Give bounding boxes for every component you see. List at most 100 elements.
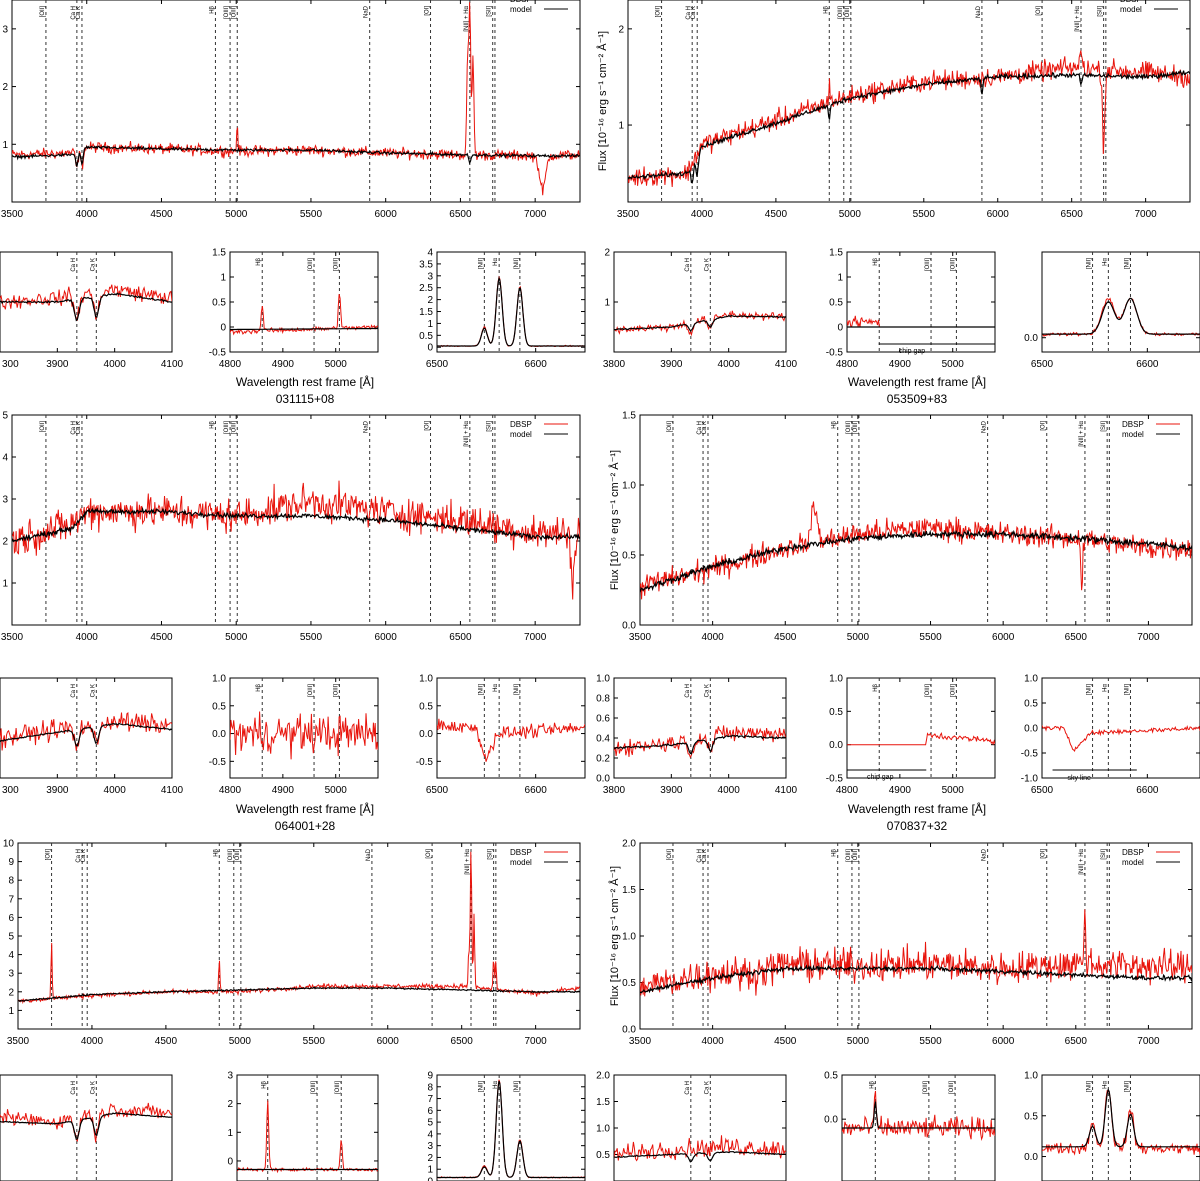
x-tick-label: 4000 xyxy=(718,359,741,370)
line-marker-label: [NII] + Hα xyxy=(1079,420,1085,446)
line-marker-label: [NII] + Hα xyxy=(464,420,470,446)
x-tick-label: 6000 xyxy=(992,1036,1015,1047)
y-tick-label: 1 xyxy=(427,319,433,330)
series-line-dbsp xyxy=(437,718,585,762)
line-marker-label: [OIII] xyxy=(846,421,852,434)
legend-label: DBSP xyxy=(1122,420,1144,429)
line-marker-label: Hβ xyxy=(213,848,219,856)
x-tick-label: 6500 xyxy=(1065,632,1088,643)
x-tick-label: 300 xyxy=(2,785,19,796)
line-marker-label: [NII] + Hα xyxy=(464,5,470,31)
line-marker-label: Hβ xyxy=(256,257,262,265)
y-tick-label: 3 xyxy=(227,1071,233,1082)
x-axis-label: Wavelength rest frame [Å] xyxy=(848,374,986,389)
x-tick-label: 6500 xyxy=(426,785,449,796)
x-tick-label: 4100 xyxy=(161,785,184,796)
line-marker-label: [NII] + Hα xyxy=(465,848,471,874)
line-marker-label: Ca H xyxy=(685,258,691,272)
y-tick-label: 1.5 xyxy=(829,248,843,259)
y-tick-label: 6 xyxy=(8,913,14,924)
line-marker-label: Hβ xyxy=(832,848,838,856)
line-marker-label: Hα xyxy=(493,1080,499,1088)
series-line-model xyxy=(437,1080,585,1179)
line-marker-label: [OI] xyxy=(425,6,431,16)
y-tick-label: 1.0 xyxy=(419,674,433,685)
series-line-dbsp xyxy=(847,315,995,328)
series-group xyxy=(614,310,786,337)
series-line-model xyxy=(640,529,1192,593)
y-tick-label: 7 xyxy=(8,894,14,905)
x-tick-label: 4100 xyxy=(775,359,798,370)
x-axis-label: Wavelength rest frame [Å] xyxy=(848,801,986,816)
x-tick-label: 4900 xyxy=(889,359,912,370)
line-marker-label: [OIII] xyxy=(846,849,852,862)
series-line-dbsp xyxy=(1042,1089,1200,1156)
line-marker-label: [NII] xyxy=(1124,1081,1130,1092)
y-tick-label: 2.0 xyxy=(596,1071,610,1082)
series-group xyxy=(437,1079,585,1179)
y-tick-label: 1 xyxy=(618,121,624,132)
y-tick-label: 2 xyxy=(427,1153,433,1164)
x-tick-label: 5500 xyxy=(300,632,323,643)
series-group xyxy=(640,501,1192,600)
x-tick-label: 3500 xyxy=(617,209,640,220)
x-tick-label: 5500 xyxy=(919,632,942,643)
series-group xyxy=(628,50,1190,188)
x-tick-label: 5000 xyxy=(847,632,870,643)
y-tick-label: 0 xyxy=(220,323,226,334)
y-tick-label: 0.0 xyxy=(622,1025,636,1036)
line-marker-label: [OIII] xyxy=(308,258,314,271)
series-line-dbsp xyxy=(628,50,1190,188)
series-line-dbsp xyxy=(614,1135,786,1162)
y-tick-label: 0.0 xyxy=(829,740,843,751)
line-marker-label: [NII] xyxy=(514,1081,520,1092)
y-tick-label: 5 xyxy=(2,411,8,422)
x-tick-label: 4000 xyxy=(76,209,99,220)
x-tick-label: 4000 xyxy=(81,1036,104,1047)
y-axis-label: Flux [10⁻¹⁶ erg s⁻¹ cm⁻² Å⁻¹] xyxy=(608,866,621,1006)
x-tick-label: 3900 xyxy=(46,359,69,370)
x-tick-label: 6600 xyxy=(525,359,548,370)
series-line-dbsp xyxy=(230,711,378,760)
line-marker-label: [NII] xyxy=(1124,258,1130,269)
y-tick-label: 1.0 xyxy=(1024,674,1038,685)
x-tick-label: 4500 xyxy=(155,1036,178,1047)
line-marker-label: NaD xyxy=(982,848,988,861)
plot-frame xyxy=(229,677,379,779)
y-tick-label: 1.0 xyxy=(622,481,636,492)
x-tick-label: 5500 xyxy=(919,1036,942,1047)
series-group xyxy=(847,731,995,746)
line-marker-label: [OIII] xyxy=(923,1081,929,1094)
x-tick-label: 6600 xyxy=(525,785,548,796)
line-marker-label: NaD xyxy=(976,5,982,18)
y-tick-label: 0.5 xyxy=(622,551,636,562)
series-line-model xyxy=(0,1112,172,1140)
line-marker-label: [SII] xyxy=(487,6,493,17)
series-group xyxy=(230,293,378,336)
x-tick-label: 6600 xyxy=(1136,785,1159,796)
series-line-model xyxy=(0,292,172,322)
x-axis-label: Wavelength rest frame [Å] xyxy=(236,801,374,816)
legend-label: model xyxy=(1120,5,1142,14)
x-tick-label: 4100 xyxy=(775,785,798,796)
y-tick-label: 1 xyxy=(2,579,8,590)
series-line-model xyxy=(18,986,580,1002)
series-line-model xyxy=(614,734,786,755)
series-line-dbsp xyxy=(437,275,585,348)
x-tick-label: 7000 xyxy=(1135,209,1158,220)
x-tick-label: 5000 xyxy=(325,785,348,796)
spectrum-id-label: 070837+32 xyxy=(887,819,948,833)
y-tick-label: 3 xyxy=(2,24,8,35)
spectrum-panel-row2-1: 3900 4000 4100 300 Ca H Ca K xyxy=(0,251,184,370)
line-marker-label: Ca H xyxy=(686,6,692,20)
series-line-model xyxy=(614,314,786,332)
x-tick-label: 4500 xyxy=(765,209,788,220)
series-line-dbsp xyxy=(0,712,172,751)
line-marker-label: [OIII] xyxy=(224,6,230,19)
x-tick-label: 6000 xyxy=(992,632,1015,643)
line-marker-label: Ca K xyxy=(704,684,710,697)
series-line-dbsp xyxy=(0,1102,172,1143)
y-tick-label: 0.5 xyxy=(419,331,433,342)
